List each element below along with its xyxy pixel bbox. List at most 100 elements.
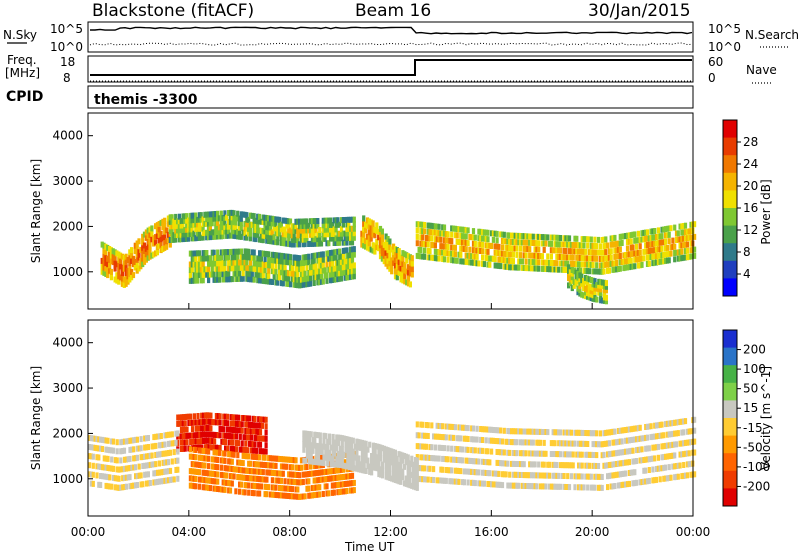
power-cell xyxy=(352,267,356,274)
velocity-cell xyxy=(486,481,490,487)
power-cell xyxy=(214,260,218,267)
power-cell xyxy=(441,243,445,250)
velocity-cell xyxy=(128,474,132,481)
power-cell xyxy=(475,253,479,260)
velocity-cell xyxy=(645,434,650,441)
velocity-cell xyxy=(531,450,535,457)
velocity-cell xyxy=(236,427,241,434)
power-cell xyxy=(245,264,249,271)
velocity-cell xyxy=(258,429,263,436)
power-cell xyxy=(437,255,441,262)
power-cell xyxy=(640,236,644,243)
power-cell xyxy=(417,221,421,228)
power-cell xyxy=(142,253,147,260)
velocity-cell xyxy=(359,461,363,468)
power-cell xyxy=(301,281,305,288)
power-cell xyxy=(279,258,284,265)
velocity-cell xyxy=(143,471,147,478)
velocity-cell xyxy=(362,440,366,447)
velocity-cell xyxy=(580,473,584,480)
velocity-cell xyxy=(203,444,207,451)
power-cell xyxy=(227,265,231,272)
power-cell xyxy=(296,232,300,239)
power-cell xyxy=(186,235,191,242)
power-cell xyxy=(673,224,677,231)
power-cell xyxy=(236,228,240,235)
velocity-cell xyxy=(667,464,671,471)
power-cell xyxy=(537,233,541,240)
velocity-cell xyxy=(139,472,143,479)
power-cell xyxy=(292,241,296,248)
power-cell xyxy=(248,212,252,219)
velocity-cell xyxy=(218,413,222,420)
power-cell xyxy=(506,251,510,258)
power-cell xyxy=(546,253,550,260)
velocity-cell xyxy=(322,460,326,467)
power-cell xyxy=(373,232,377,239)
power-cell xyxy=(309,218,313,225)
velocity-cell xyxy=(168,431,173,438)
power-cell xyxy=(397,269,401,276)
power-cell xyxy=(172,218,176,225)
power-cell xyxy=(227,223,231,230)
velocity-cell xyxy=(432,455,436,462)
power-cell xyxy=(263,267,267,274)
velocity-cell xyxy=(642,457,646,463)
power-cell xyxy=(278,274,282,281)
power-cell xyxy=(386,252,390,259)
velocity-cell xyxy=(154,461,158,468)
power-cell xyxy=(627,264,631,271)
velocity-cell xyxy=(481,469,485,476)
velocity-cell xyxy=(647,445,651,452)
velocity-cell xyxy=(247,467,251,474)
power-cell xyxy=(618,265,622,272)
power-cell xyxy=(190,250,194,257)
colorbar-swatch xyxy=(723,470,737,489)
power-cell xyxy=(345,258,349,265)
power-cell xyxy=(667,225,671,232)
power-cell xyxy=(336,276,340,283)
velocity-cell xyxy=(426,476,430,483)
velocity-cell xyxy=(362,462,366,469)
velocity-cell xyxy=(419,421,423,428)
power-cell xyxy=(168,223,172,230)
power-cell xyxy=(345,230,349,237)
power-cell xyxy=(106,266,110,273)
colorbar-swatch xyxy=(723,243,737,262)
power-cell xyxy=(287,270,291,277)
velocity-cell xyxy=(110,447,114,454)
velocity-cell xyxy=(198,438,202,445)
power-cell xyxy=(598,262,602,269)
power-cell xyxy=(369,219,373,226)
power-cell xyxy=(210,211,214,218)
power-cell xyxy=(323,217,327,224)
power-cell xyxy=(347,235,351,241)
velocity-cell xyxy=(678,440,682,447)
velocity-cell xyxy=(622,427,626,434)
power-cell xyxy=(653,253,657,260)
power-cell xyxy=(499,256,503,263)
velocity-cell xyxy=(122,447,127,454)
velocity-cell xyxy=(491,437,495,444)
velocity-cell xyxy=(247,415,252,422)
velocity-cell xyxy=(649,423,653,430)
velocity-cell xyxy=(424,422,428,428)
velocity-cell xyxy=(333,450,337,457)
power-cell xyxy=(473,247,477,254)
power-cell xyxy=(292,259,296,266)
power-cell xyxy=(653,234,657,241)
power-cell xyxy=(644,235,648,242)
velocity-cell xyxy=(419,443,423,450)
power-cell xyxy=(274,239,278,246)
power-cell xyxy=(197,272,202,278)
velocity-cell xyxy=(159,469,163,476)
power-cell xyxy=(386,241,390,248)
velocity-cell xyxy=(214,478,218,485)
power-cell xyxy=(150,252,154,259)
velocity-cell xyxy=(314,462,318,469)
power-cell xyxy=(564,267,568,273)
velocity-cell xyxy=(265,484,269,490)
power-cell xyxy=(225,232,229,239)
power-cell xyxy=(405,257,409,264)
power-cell xyxy=(159,247,163,254)
